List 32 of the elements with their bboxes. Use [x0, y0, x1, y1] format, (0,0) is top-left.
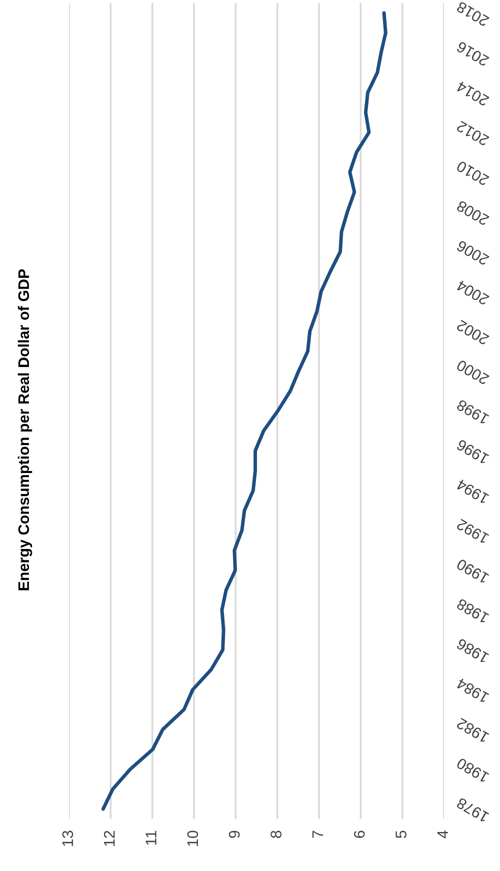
- y-tick-label: 2002: [456, 320, 490, 346]
- y-tick-label: 1988: [456, 598, 490, 624]
- y-tick-label: 1984: [456, 678, 490, 704]
- y-tick-label: 2016: [456, 41, 490, 67]
- y-tick-label: 1990: [456, 558, 490, 584]
- y-tick-label: 1996: [456, 439, 490, 465]
- y-tick-label: 2008: [456, 200, 490, 226]
- y-tick-label: 2010: [456, 160, 490, 186]
- y-tick-label: 2000: [456, 359, 490, 386]
- x-tick-label: 8: [270, 830, 282, 838]
- y-tick-label: 1998: [456, 399, 490, 425]
- text: Energy Consumption per Real Dollar of GDP: [18, 269, 32, 590]
- y-tick-label: 2004: [456, 280, 490, 306]
- y-tick-label: 1982: [456, 718, 490, 744]
- y-tick-label: 1992: [456, 518, 490, 544]
- y-tick-label: 2018: [456, 1, 490, 27]
- y-tick-label: 1980: [456, 757, 490, 783]
- y-tick-label: 2006: [456, 240, 490, 266]
- x-tick-label: 11: [146, 830, 156, 845]
- x-tick-label: 4: [437, 830, 448, 838]
- y-tick-label: 2014: [456, 80, 490, 106]
- y-tick-label: 1978: [456, 797, 490, 823]
- x-tick-label: 9: [228, 830, 240, 838]
- y-tick-label: 1994: [456, 478, 490, 504]
- x-tick-label: 10: [187, 830, 198, 846]
- x-tick-label: 5: [396, 830, 406, 838]
- y-tick-label: 2012: [456, 120, 490, 146]
- x-tick-label: 13: [62, 830, 74, 846]
- x-tick-label: 12: [104, 830, 115, 846]
- x-tick-label: 7: [312, 830, 323, 838]
- x-tick-label: 6: [354, 830, 365, 838]
- y-tick-label: 1986: [456, 638, 490, 664]
